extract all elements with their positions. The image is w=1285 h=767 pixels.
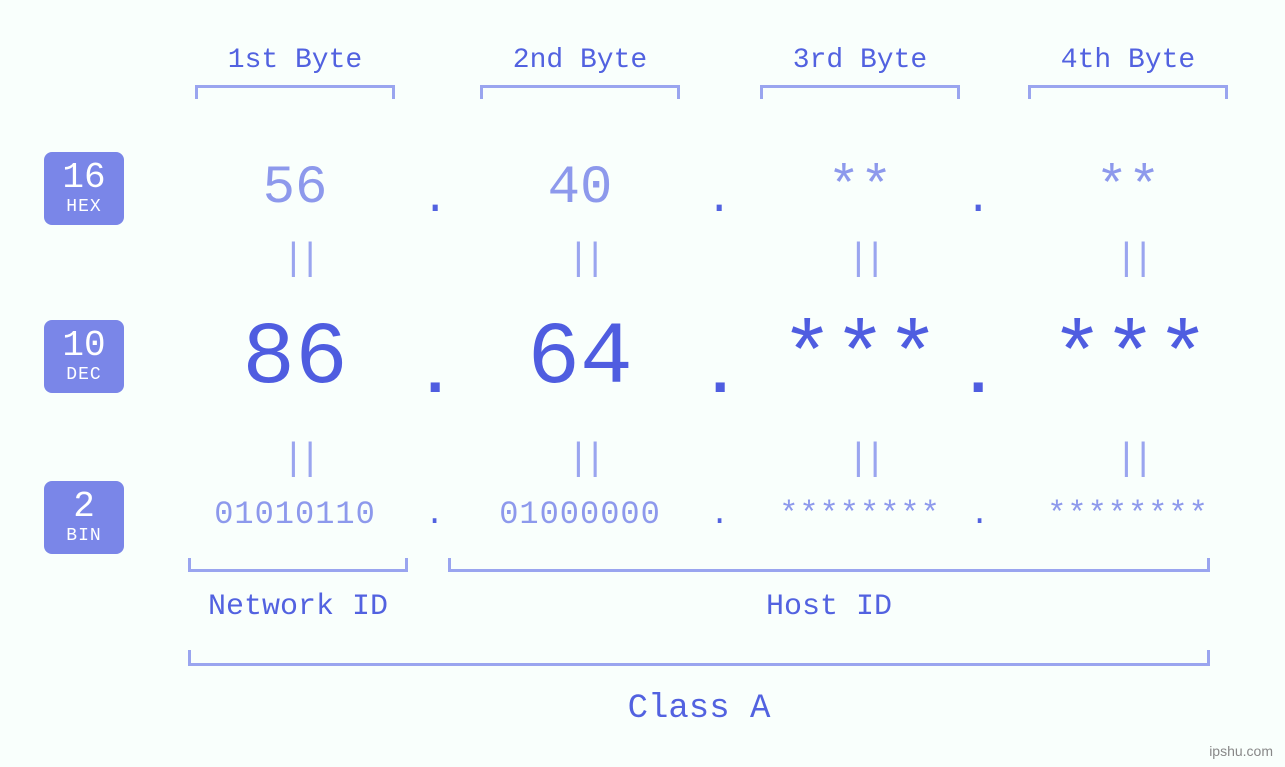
dec-dot-3: . — [959, 340, 997, 412]
hex-byte-1: 56 — [245, 158, 345, 219]
eq-db-3: || — [847, 438, 881, 481]
host-id-bracket — [448, 558, 1210, 572]
bin-dot-3: . — [970, 496, 989, 533]
bin-badge-num: 2 — [44, 487, 124, 527]
byte-header-3: 3rd Byte — [740, 45, 980, 76]
eq-hd-1: || — [282, 238, 316, 281]
byte-header-2: 2nd Byte — [460, 45, 700, 76]
hex-dot-3: . — [965, 175, 991, 225]
hex-dot-1: . — [422, 175, 448, 225]
dec-badge-num: 10 — [44, 326, 124, 366]
eq-db-4: || — [1115, 438, 1149, 481]
eq-db-2: || — [567, 438, 601, 481]
byte-header-4: 4th Byte — [1008, 45, 1248, 76]
bin-badge-label: BIN — [44, 527, 124, 547]
watermark: ipshu.com — [1209, 743, 1273, 759]
dec-dot-2: . — [701, 340, 739, 412]
dec-byte-2: 64 — [500, 310, 660, 409]
bin-byte-3: ******** — [740, 496, 980, 533]
network-id-bracket — [188, 558, 408, 572]
dec-byte-1: 86 — [215, 310, 375, 409]
byte-bracket-1 — [195, 85, 395, 99]
bin-byte-1: 01010110 — [175, 496, 415, 533]
hex-byte-4: ** — [1078, 158, 1178, 219]
eq-hd-4: || — [1115, 238, 1149, 281]
dec-badge: 10 DEC — [44, 320, 124, 393]
class-bracket — [188, 650, 1210, 666]
bin-dot-1: . — [425, 496, 444, 533]
dec-badge-label: DEC — [44, 366, 124, 386]
hex-byte-3: ** — [810, 158, 910, 219]
bin-byte-2: 01000000 — [460, 496, 700, 533]
hex-badge: 16 HEX — [44, 152, 124, 225]
byte-bracket-3 — [760, 85, 960, 99]
hex-badge-num: 16 — [44, 158, 124, 198]
bin-badge: 2 BIN — [44, 481, 124, 554]
byte-header-1: 1st Byte — [175, 45, 415, 76]
dec-dot-1: . — [416, 340, 454, 412]
bin-byte-4: ******** — [1008, 496, 1248, 533]
network-id-label: Network ID — [188, 590, 408, 624]
eq-hd-2: || — [567, 238, 601, 281]
eq-hd-3: || — [847, 238, 881, 281]
byte-bracket-2 — [480, 85, 680, 99]
hex-badge-label: HEX — [44, 198, 124, 218]
eq-db-1: || — [282, 438, 316, 481]
hex-dot-2: . — [706, 175, 732, 225]
dec-byte-3: *** — [770, 310, 950, 409]
dec-byte-4: *** — [1040, 310, 1220, 409]
hex-byte-2: 40 — [530, 158, 630, 219]
bin-dot-2: . — [710, 496, 729, 533]
class-label: Class A — [188, 690, 1210, 728]
byte-bracket-4 — [1028, 85, 1228, 99]
host-id-label: Host ID — [448, 590, 1210, 624]
